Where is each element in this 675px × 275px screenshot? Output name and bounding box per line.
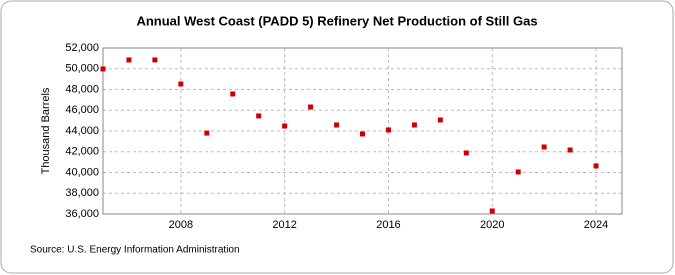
source: Source: U.S. Energy Information Administ… [30, 245, 240, 256]
y-axis-label: Thousand Barrels [40, 87, 52, 174]
point [152, 57, 158, 63]
y-tick-label: 44,000 [65, 125, 99, 137]
point [463, 150, 469, 156]
point [515, 169, 521, 175]
point [178, 81, 184, 87]
point [126, 57, 132, 63]
point [541, 144, 547, 150]
x-tick-label: 2016 [376, 219, 400, 231]
point [385, 127, 391, 133]
y-tick-label: 48,000 [65, 83, 99, 95]
point [204, 130, 210, 136]
point [411, 122, 417, 128]
point [593, 163, 599, 169]
point [100, 66, 106, 72]
point [567, 147, 573, 153]
x-tick-label: 2008 [169, 219, 193, 231]
point [360, 131, 365, 137]
x-tick-label: 2024 [584, 219, 608, 231]
y-tick-label: 52,000 [65, 42, 99, 54]
x-tick-label: 2012 [272, 219, 296, 231]
point [230, 91, 236, 97]
point [282, 123, 288, 129]
y-tick-label: 40,000 [65, 166, 99, 178]
y-tick-label: 36,000 [65, 208, 99, 220]
plot-area [102, 47, 623, 215]
point [256, 113, 262, 119]
y-tick-label: 46,000 [65, 104, 99, 116]
y-tick-label: 50,000 [65, 63, 99, 75]
point [308, 104, 314, 110]
y-tick-label: 42,000 [65, 146, 99, 158]
point [334, 122, 340, 128]
point [489, 208, 495, 214]
y-tick-label: 38,000 [65, 187, 99, 199]
x-tick-label: 2020 [480, 219, 504, 231]
chart-title: Annual West Coast (PADD 5) Refinery Net … [136, 13, 537, 28]
point [437, 117, 443, 123]
